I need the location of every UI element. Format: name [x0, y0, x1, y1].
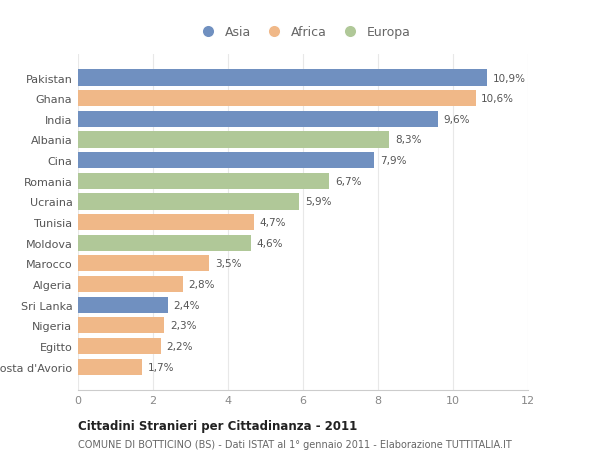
Bar: [78, 132, 389, 148]
Bar: [78, 297, 168, 313]
Text: 10,9%: 10,9%: [493, 73, 526, 84]
Bar: [78, 153, 374, 169]
Text: 2,3%: 2,3%: [170, 321, 196, 330]
Bar: [78, 256, 209, 272]
Text: 4,6%: 4,6%: [256, 238, 283, 248]
Text: 7,9%: 7,9%: [380, 156, 406, 166]
Legend: Asia, Africa, Europa: Asia, Africa, Europa: [190, 21, 416, 44]
Text: COMUNE DI BOTTICINO (BS) - Dati ISTAT al 1° gennaio 2011 - Elaborazione TUTTITAL: COMUNE DI BOTTICINO (BS) - Dati ISTAT al…: [78, 440, 512, 449]
Text: 1,7%: 1,7%: [148, 362, 174, 372]
Text: 2,2%: 2,2%: [166, 341, 193, 351]
Text: 6,7%: 6,7%: [335, 176, 361, 186]
Text: 8,3%: 8,3%: [395, 135, 421, 145]
Bar: [78, 318, 164, 334]
Text: 3,5%: 3,5%: [215, 259, 241, 269]
Text: 4,7%: 4,7%: [260, 218, 286, 228]
Bar: [78, 194, 299, 210]
Text: 2,8%: 2,8%: [188, 280, 215, 290]
Bar: [78, 235, 251, 251]
Bar: [78, 338, 161, 354]
Bar: [78, 112, 438, 128]
Text: 9,6%: 9,6%: [443, 115, 470, 124]
Text: Cittadini Stranieri per Cittadinanza - 2011: Cittadini Stranieri per Cittadinanza - 2…: [78, 419, 357, 432]
Bar: [78, 70, 487, 86]
Text: 2,4%: 2,4%: [173, 300, 200, 310]
Bar: [78, 174, 329, 190]
Bar: [78, 91, 476, 107]
Text: 10,6%: 10,6%: [481, 94, 514, 104]
Bar: [78, 214, 254, 231]
Text: 5,9%: 5,9%: [305, 197, 331, 207]
Bar: [78, 276, 183, 292]
Bar: [78, 359, 142, 375]
